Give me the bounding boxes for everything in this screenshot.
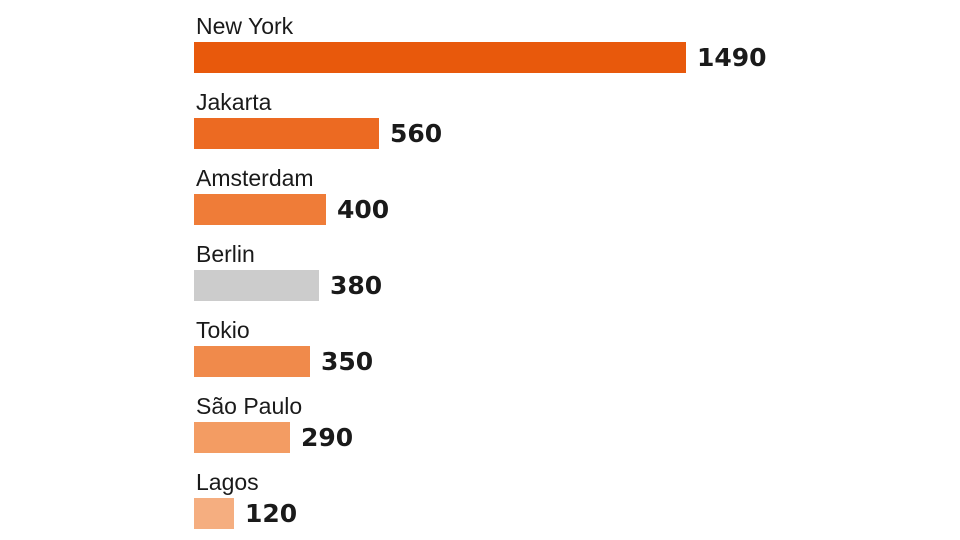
value-label: 350 [321, 347, 373, 376]
bar [194, 42, 686, 73]
category-label: Lagos [196, 469, 259, 495]
bar [194, 194, 326, 225]
category-label: Tokio [196, 317, 250, 343]
value-label: 1490 [697, 43, 767, 72]
category-label: New York [196, 13, 294, 39]
value-label: 560 [390, 119, 442, 148]
category-label: Berlin [196, 241, 255, 267]
category-label: São Paulo [196, 393, 302, 419]
bar [194, 498, 234, 529]
value-label: 380 [330, 271, 382, 300]
bar [194, 422, 290, 453]
bar [194, 346, 310, 377]
bar [194, 118, 379, 149]
bar [194, 270, 319, 301]
category-label: Jakarta [196, 89, 272, 115]
value-label: 400 [337, 195, 389, 224]
value-label: 120 [245, 499, 297, 528]
category-label: Amsterdam [196, 165, 314, 191]
value-label: 290 [301, 423, 353, 452]
